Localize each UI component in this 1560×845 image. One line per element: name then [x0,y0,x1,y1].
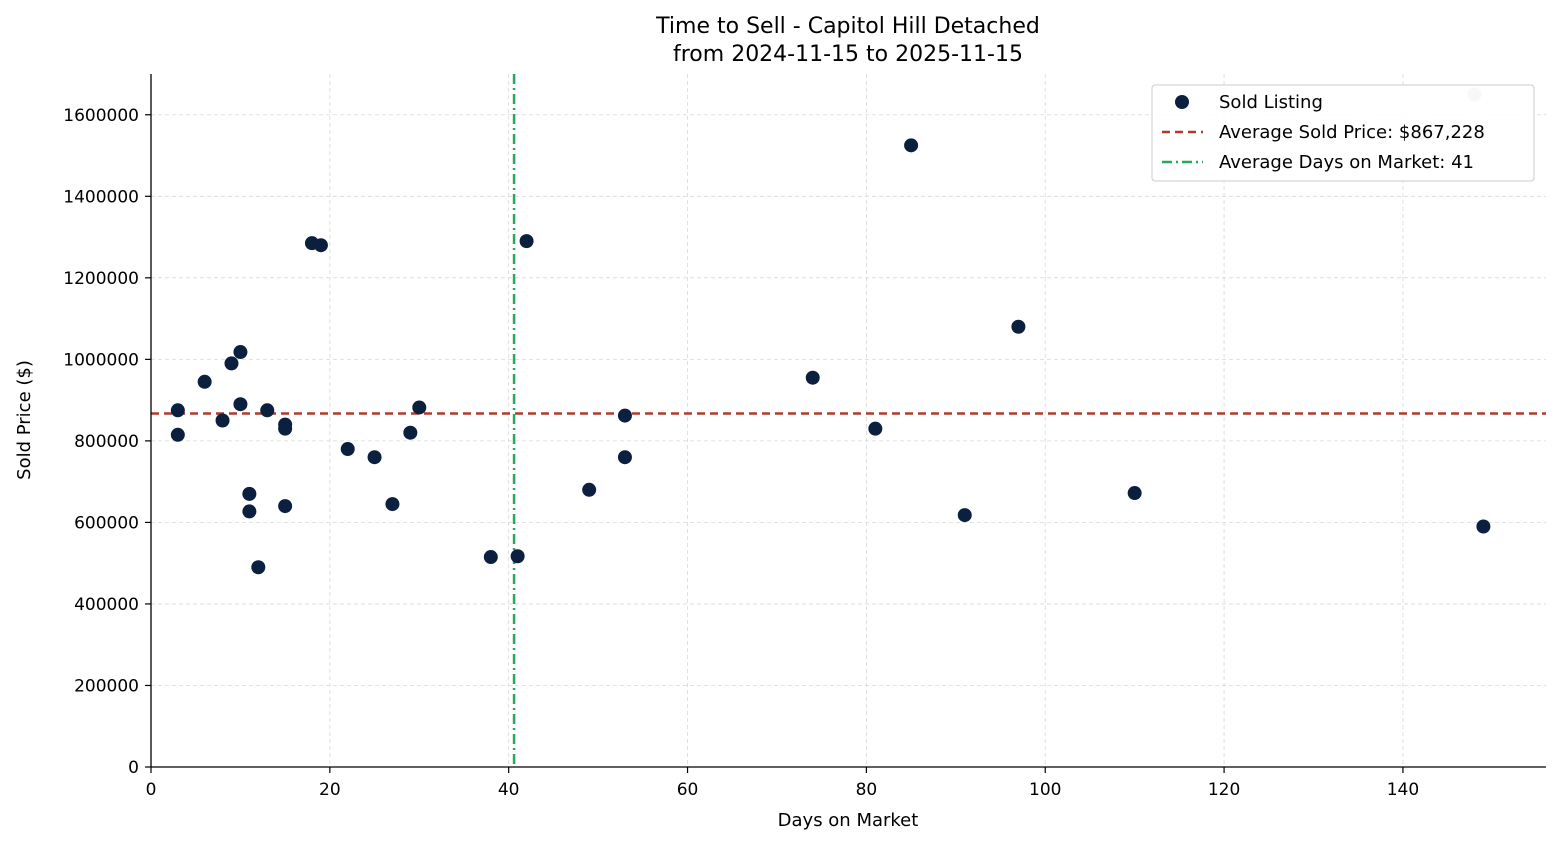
data-point [519,234,534,249]
data-point [197,374,212,389]
y-axis-label: Sold Price ($) [14,360,35,480]
y-tick-label: 1000000 [63,350,139,370]
x-ticks: 0 20 40 60 80 100 120 140 [146,767,1419,800]
legend-box [1151,84,1535,182]
data-point [340,442,355,457]
x-tick-label: 100 [1029,780,1061,800]
data-point [242,486,257,501]
legend-marker-sold-listing [1175,95,1189,109]
data-point [251,560,266,575]
x-axis-label: Days on Market [778,810,919,831]
data-points [170,87,1491,575]
y-tick-label: 0 [128,758,139,778]
x-tick-label: 140 [1387,780,1419,800]
chart-subtitle: from 2024-11-15 to 2025-11-15 [673,42,1023,67]
data-point [242,504,257,519]
y-ticks: 0 200000 400000 600000 800000 1000000 1200000 1… [63,106,151,778]
data-point [260,403,275,418]
y-tick-label: 600000 [74,513,139,533]
reference-lines [151,74,1546,767]
legend-label-sold-listing: Sold Listing [1219,92,1323,113]
legend: Sold Listing Average Sold Price: $867,22… [1151,84,1535,182]
data-point [233,397,248,412]
x-tick-label: 60 [677,780,699,800]
data-point [385,497,400,512]
legend-label-avg-days: Average Days on Market: 41 [1219,152,1474,173]
x-tick-label: 0 [146,780,157,800]
data-point [1127,486,1142,501]
y-tick-label: 200000 [74,676,139,696]
x-tick-label: 40 [498,780,520,800]
data-point [957,508,972,523]
data-point [483,550,498,565]
data-point [805,370,820,385]
x-tick-label: 80 [856,780,878,800]
chart-title: Time to Sell - Capitol Hill Detached [655,14,1040,39]
data-point [1011,319,1026,334]
data-point [412,400,427,415]
data-point [224,356,239,371]
data-point [582,482,597,497]
data-point [233,345,248,360]
data-point [617,408,632,423]
data-point [367,450,382,465]
data-point [170,403,185,418]
data-point [215,413,230,428]
y-tick-label: 800000 [74,432,139,452]
data-point [313,238,328,253]
data-point [868,421,883,436]
x-tick-label: 120 [1208,780,1240,800]
grid-lines [151,74,1546,767]
data-point [278,499,293,514]
data-point [278,421,293,436]
y-tick-label: 1400000 [63,187,139,207]
x-tick-label: 20 [319,780,341,800]
legend-label-avg-price: Average Sold Price: $867,228 [1219,122,1485,143]
data-point [617,450,632,465]
data-point [170,427,185,442]
y-tick-label: 1600000 [63,106,139,126]
y-tick-label: 400000 [74,595,139,615]
data-point [403,425,418,440]
data-point [510,549,525,564]
y-tick-label: 1200000 [63,269,139,289]
data-point [1476,519,1491,534]
data-point [904,138,919,153]
